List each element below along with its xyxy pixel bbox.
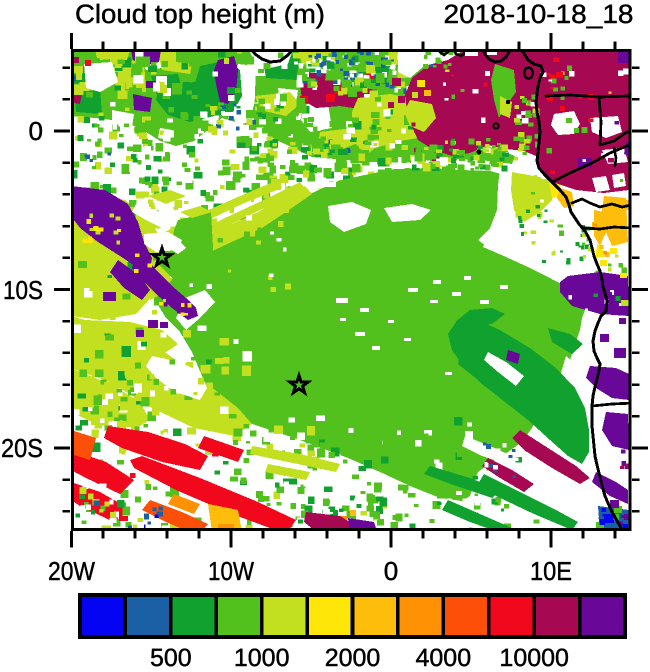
svg-text:0: 0 — [29, 116, 43, 146]
svg-text:2000: 2000 — [325, 644, 381, 667]
svg-text:4000: 4000 — [415, 644, 471, 667]
svg-text:1000: 1000 — [234, 644, 290, 667]
svg-text:10E: 10E — [530, 556, 572, 586]
svg-text:10S: 10S — [3, 275, 43, 305]
svg-text:2018-10-18_18: 2018-10-18_18 — [444, 0, 634, 29]
svg-text:500: 500 — [150, 644, 192, 667]
svg-text:20W: 20W — [48, 556, 95, 586]
svg-text:10W: 10W — [208, 556, 254, 586]
svg-text:Cloud top height (m): Cloud top height (m) — [75, 0, 325, 29]
svg-text:20S: 20S — [1, 433, 43, 463]
svg-text:0: 0 — [384, 556, 398, 586]
svg-text:10000: 10000 — [499, 644, 569, 667]
